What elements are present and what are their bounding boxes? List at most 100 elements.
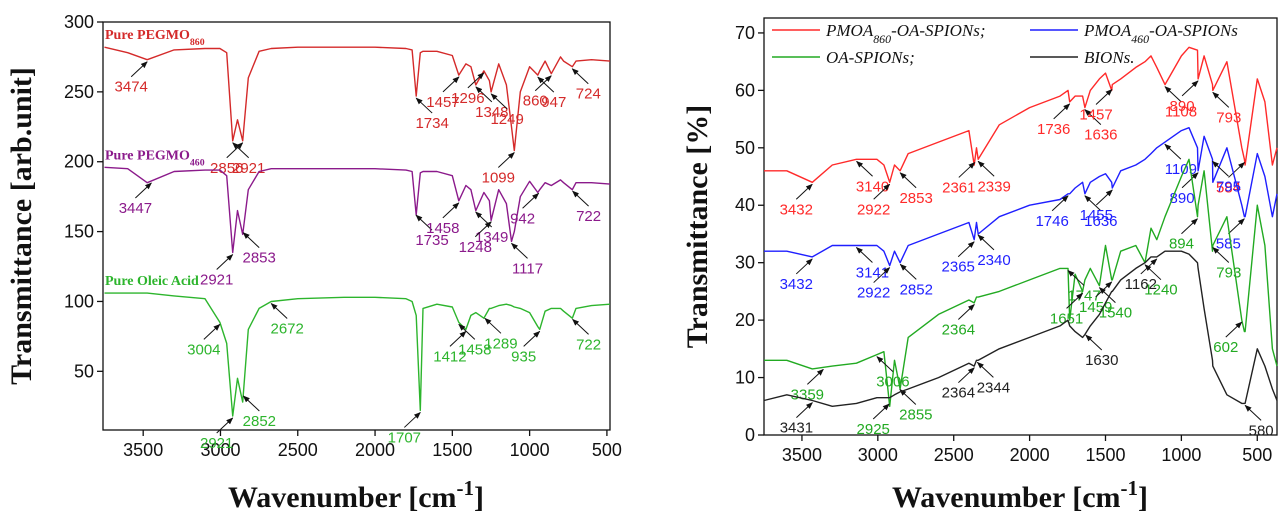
x-tick-label: 2000 bbox=[1010, 445, 1050, 465]
peak-label: 2925 bbox=[857, 421, 890, 438]
spectrum-line bbox=[763, 250, 1278, 407]
y-tick-label: 150 bbox=[64, 222, 94, 242]
peak-label: 1455 bbox=[1080, 207, 1113, 224]
peak-label: 1248 bbox=[459, 239, 492, 256]
peak-arrow bbox=[957, 241, 975, 258]
peak-arrow bbox=[449, 330, 467, 347]
peak-arrow bbox=[1181, 80, 1199, 97]
peak-label: 942 bbox=[510, 210, 535, 227]
peak-arrow bbox=[899, 389, 917, 405]
peak-label: 793 bbox=[1216, 264, 1241, 281]
peak-arrow bbox=[474, 221, 492, 238]
peak-label: 1651 bbox=[1050, 310, 1083, 327]
peak-arrow bbox=[958, 304, 975, 320]
peak-label: 1108 bbox=[1165, 104, 1197, 121]
peak-arrow bbox=[807, 368, 824, 385]
peak-arrow bbox=[958, 161, 976, 178]
peak-arrow bbox=[475, 211, 493, 228]
peak-arrow bbox=[1211, 160, 1229, 177]
peak-arrow bbox=[795, 258, 813, 275]
peak-label: 1630 bbox=[1085, 352, 1118, 369]
series-label: Pure Oleic Acid bbox=[105, 274, 199, 289]
peak-label: 3432 bbox=[780, 201, 813, 218]
peak-label: 580 bbox=[1249, 422, 1274, 439]
peak-label: 1734 bbox=[415, 115, 448, 132]
peak-arrow bbox=[1212, 246, 1230, 263]
peak-arrow bbox=[876, 356, 894, 372]
peak-arrow bbox=[899, 263, 917, 280]
peak-label: 1736 bbox=[1037, 121, 1070, 138]
peak-arrow bbox=[458, 323, 476, 340]
peak-label: 3431 bbox=[780, 420, 813, 437]
peak-label: 2852 bbox=[900, 281, 933, 298]
peak-label: 1348 bbox=[475, 104, 508, 121]
text-part: OA-SPIONs; bbox=[826, 48, 915, 67]
peak-arrow bbox=[1164, 143, 1182, 160]
peak-label: 1457 bbox=[426, 94, 459, 111]
y-tick-label: 30 bbox=[735, 253, 755, 273]
peak-label: 1099 bbox=[482, 170, 515, 187]
peak-arrow bbox=[1053, 103, 1071, 120]
peak-arrow bbox=[873, 267, 891, 283]
plot-frame bbox=[102, 21, 611, 431]
peak-label: 1540 bbox=[1099, 305, 1132, 322]
y-tick-label: 60 bbox=[735, 80, 755, 100]
y-tick-label: 300 bbox=[64, 12, 94, 32]
peak-arrow bbox=[1225, 321, 1243, 338]
peak-label: 722 bbox=[576, 208, 601, 225]
peak-label: 2340 bbox=[977, 252, 1010, 269]
peak-label: 1458 bbox=[426, 220, 459, 237]
peak-arrow bbox=[467, 72, 485, 89]
peak-arrow bbox=[856, 160, 873, 177]
peak-label: 3447 bbox=[119, 200, 152, 217]
peak-label: 1296 bbox=[451, 90, 484, 107]
peak-label: 3432 bbox=[780, 276, 813, 293]
peak-label: 1117 bbox=[512, 260, 543, 277]
text-part: -OA-SPIONs; bbox=[891, 21, 985, 40]
peak-arrow bbox=[855, 246, 873, 263]
peak-label: 1457 bbox=[1079, 107, 1112, 124]
peak-arrow bbox=[1095, 89, 1113, 105]
peak-arrow bbox=[1095, 189, 1113, 206]
peak-label: 2672 bbox=[270, 320, 303, 337]
x-tick-label: 1000 bbox=[1161, 445, 1201, 465]
text-part: Wavenumber [cm bbox=[228, 481, 457, 514]
peak-arrow bbox=[1140, 258, 1158, 275]
peak-label: 1458 bbox=[458, 341, 491, 358]
peak-arrow bbox=[537, 76, 555, 93]
peak-arrow bbox=[1181, 172, 1199, 189]
spectrum-line bbox=[764, 46, 1278, 183]
peak-arrow bbox=[1084, 195, 1102, 212]
peak-label: 860 bbox=[523, 93, 548, 110]
peak-label: 2361 bbox=[942, 179, 975, 196]
peak-arrow bbox=[1095, 281, 1113, 298]
text-part: PMOA bbox=[825, 21, 874, 40]
peak-arrow bbox=[415, 214, 433, 231]
peak-label: 2853 bbox=[899, 190, 932, 207]
peak-arrow bbox=[1085, 334, 1103, 351]
peak-label: 1707 bbox=[388, 429, 421, 446]
y-tick-label: 70 bbox=[735, 23, 755, 43]
peak-label: 795 bbox=[1216, 178, 1241, 195]
y-axis-title: Transmittance [arb.unit] bbox=[5, 67, 38, 385]
x-tick-label: 2500 bbox=[278, 440, 318, 460]
peak-arrow bbox=[442, 76, 460, 93]
peak-arrow bbox=[1084, 109, 1102, 125]
peak-label: 2856 bbox=[210, 160, 243, 177]
peak-label: 2853 bbox=[243, 250, 276, 267]
text-part: Wavenumber [cm bbox=[892, 481, 1121, 514]
peak-label: 1249 bbox=[490, 111, 523, 128]
legend-label: PMOA460-OA-SPIONs bbox=[1083, 21, 1238, 46]
y-tick-label: 40 bbox=[735, 195, 755, 215]
peak-label: 1412 bbox=[433, 348, 466, 365]
peak-label: 3474 bbox=[115, 79, 148, 96]
peak-arrow bbox=[1212, 91, 1230, 108]
peak-label: 1735 bbox=[415, 232, 448, 249]
x-tick-label: 3000 bbox=[200, 440, 240, 460]
peak-arrow bbox=[1181, 218, 1198, 235]
peak-arrow bbox=[1228, 218, 1245, 235]
peak-arrow bbox=[523, 330, 541, 347]
y-tick-label: 0 bbox=[745, 425, 755, 445]
y-tick-label: 100 bbox=[64, 291, 94, 311]
text-part: -1 bbox=[1121, 476, 1139, 500]
